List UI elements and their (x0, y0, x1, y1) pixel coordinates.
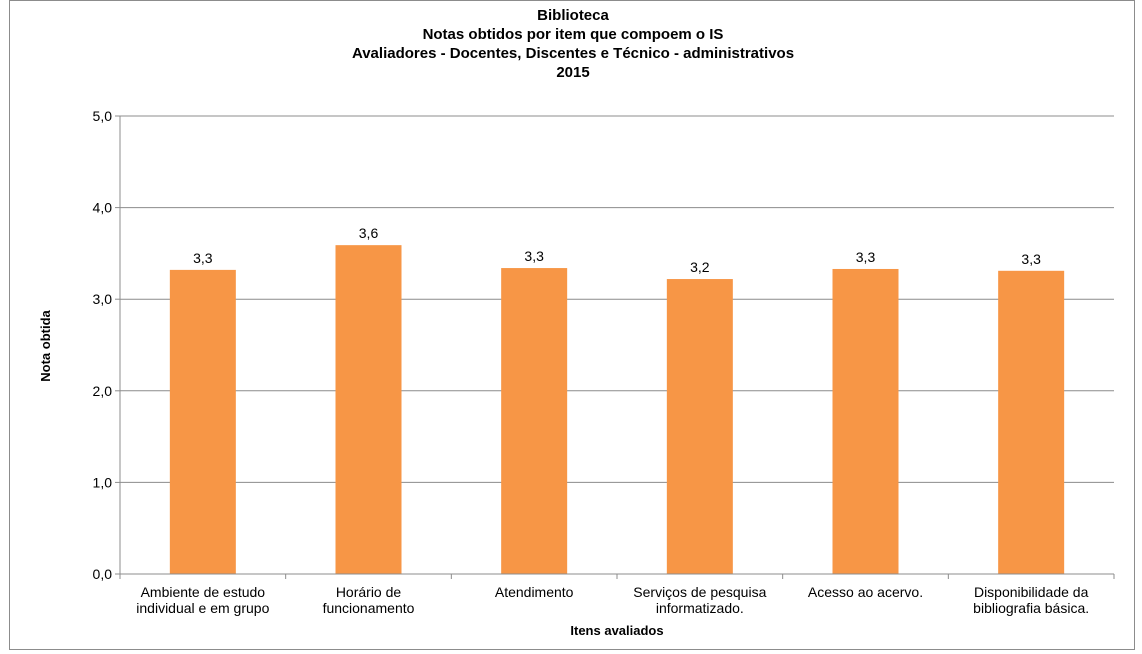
bar-chart: Biblioteca Notas obtidos por item que com… (38, 7, 1115, 638)
chart-area: Biblioteca Notas obtidos por item que com… (9, 0, 1135, 650)
bars (169, 245, 1065, 574)
bar (335, 245, 402, 574)
chart-title-line: Biblioteca (537, 7, 609, 24)
bar (169, 269, 236, 574)
chart-title-line: Avaliadores - Docentes, Discentes e Técn… (352, 45, 794, 62)
x-tick-label: bibliografia básica. (973, 600, 1089, 616)
y-tick-label: 4,0 (93, 200, 113, 216)
y-axis-title: Nota obtida (38, 309, 53, 381)
chart-title-line: 2015 (556, 64, 589, 81)
bar (998, 270, 1065, 574)
x-tick-label: Ambiente de estudo (141, 584, 266, 600)
x-tick-label: Acesso ao acervo. (808, 584, 923, 600)
x-tick-label: informatizado. (656, 600, 744, 616)
data-label: 3,2 (690, 259, 710, 275)
chart-title-line: Notas obtidos por item que compoem o IS (423, 26, 724, 43)
x-tick-label: individual e em grupo (136, 600, 269, 616)
y-axis-ticks: 0,0 1,0 2,0 3,0 4,0 5,0 (93, 108, 113, 582)
gridlines (115, 115, 1115, 579)
data-label: 3,3 (193, 250, 213, 266)
y-tick-label: 5,0 (93, 108, 113, 124)
data-label: 3,6 (359, 225, 379, 241)
data-label: 3,3 (856, 249, 876, 265)
y-tick-label: 1,0 (93, 474, 113, 490)
x-tick-label: Serviços de pesquisa (633, 584, 766, 600)
data-labels: 3,3 3,6 3,3 3,2 3,3 3,3 (193, 225, 1041, 275)
y-tick-label: 0,0 (93, 566, 113, 582)
bar (666, 279, 733, 574)
x-tick-label: Horário de (336, 584, 402, 600)
x-tick-label: Atendimento (495, 584, 574, 600)
data-label: 3,3 (1021, 251, 1041, 267)
y-tick-label: 2,0 (93, 383, 113, 399)
data-label: 3,3 (524, 248, 544, 264)
axes (119, 116, 1114, 575)
chart-title: Biblioteca Notas obtidos por item que com… (352, 7, 794, 81)
bar (501, 268, 568, 574)
bar (832, 268, 899, 574)
y-tick-label: 3,0 (93, 291, 113, 307)
x-axis-title: Itens avaliados (570, 623, 663, 638)
x-tick-label: Disponibilidade da (974, 584, 1089, 600)
x-tick-label: funcionamento (323, 600, 415, 616)
